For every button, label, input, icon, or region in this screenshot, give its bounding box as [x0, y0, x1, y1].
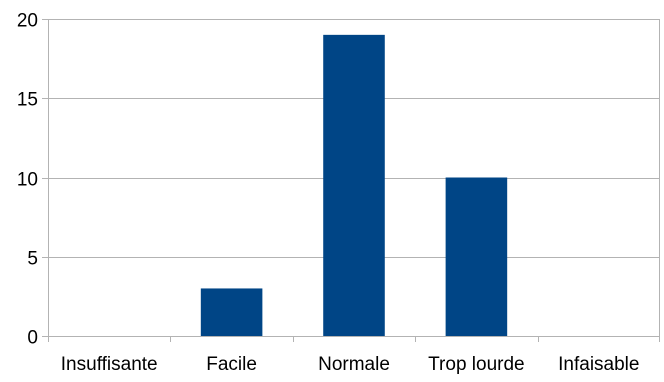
bars [200, 34, 508, 336]
axes [42, 19, 660, 342]
x-category-label: Insuffisante [61, 354, 158, 375]
bar-trop-lourde [445, 177, 508, 336]
y-tick-label: 10 [17, 170, 38, 191]
x-category-label: Facile [206, 354, 257, 375]
y-tick-label: 5 [27, 249, 38, 270]
bar-normale [323, 34, 385, 336]
x-category-label: Infaisable [558, 354, 639, 375]
x-category-label: Trop lourde [428, 354, 524, 375]
y-tick-label: 20 [17, 11, 38, 32]
y-tick-label: 0 [27, 328, 38, 349]
y-axis-tick-labels: 0 5 10 15 20 [17, 11, 38, 349]
y-tick-label: 15 [17, 90, 38, 111]
x-category-label: Normale [318, 354, 390, 375]
x-axis-category-labels: Insuffisante Facile Normale Trop lourde Infa… [61, 354, 640, 375]
bar-facile [200, 288, 263, 336]
